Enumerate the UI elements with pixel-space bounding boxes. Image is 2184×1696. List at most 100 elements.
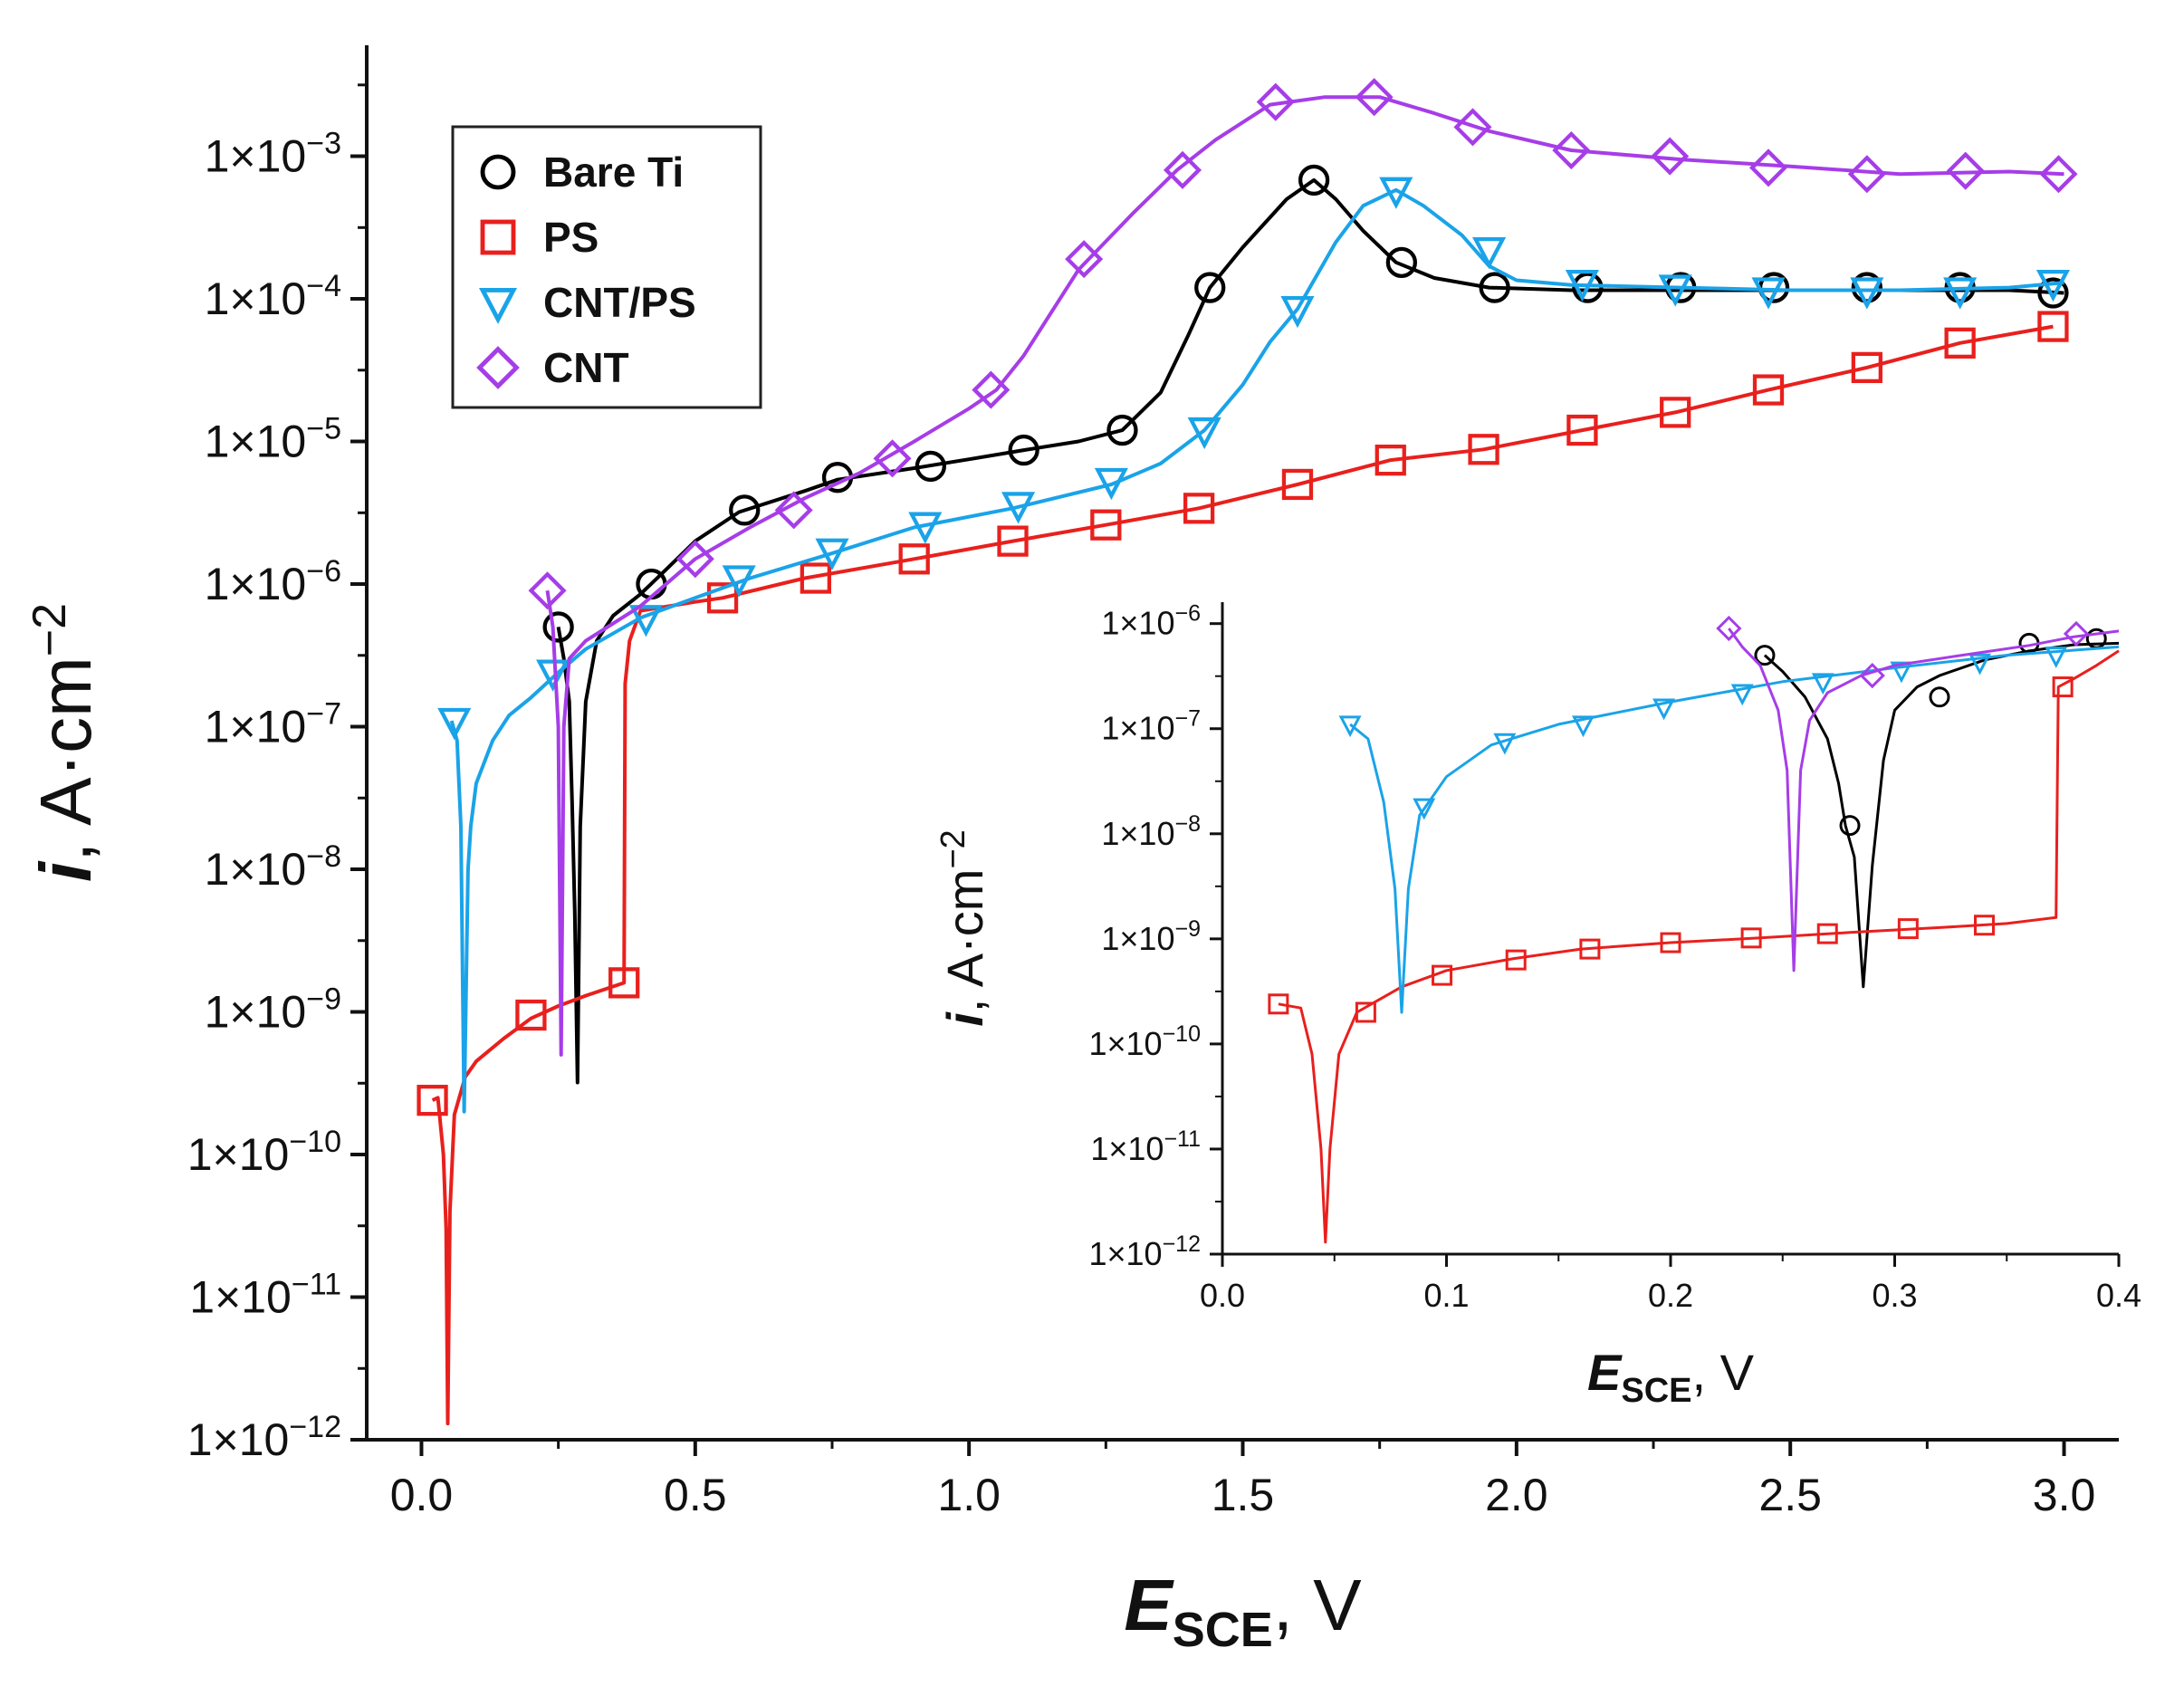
main-data-point [1256, 82, 1295, 121]
main-series-cnt [528, 78, 2078, 1057]
main-x-tick-label: 1.5 [1212, 1470, 1275, 1520]
main-x-tick-label: 0.5 [664, 1470, 727, 1520]
main-data-point [1453, 108, 1492, 147]
main-x-tick-label: 2.5 [1758, 1470, 1822, 1520]
inset-data-point [1730, 684, 1754, 706]
main-data-point [1280, 296, 1315, 329]
main-data-point [1094, 467, 1128, 501]
inset-series-line [1349, 645, 2120, 1014]
legend-label: CNT [543, 344, 629, 391]
legend-label: Bare Ti [543, 149, 684, 196]
inset-data-point [1338, 715, 1362, 738]
main-data-point [1572, 272, 1604, 303]
main-data-point [908, 512, 943, 544]
main-data-point [1008, 434, 1039, 466]
main-data-point [1752, 374, 1785, 406]
main-data-point [2037, 311, 2069, 342]
main-data-point [2036, 269, 2070, 302]
main-y-tick-label: 1×10−6 [205, 554, 341, 609]
main-data-point [1379, 177, 1413, 209]
main-data-point [628, 605, 663, 637]
main-x-tick-label: 1.0 [937, 1470, 1001, 1520]
main-data-point [1065, 240, 1104, 279]
main-data-point [1281, 468, 1314, 501]
inset-x-tick-label: 0.2 [1648, 1277, 1693, 1314]
inset-data-point [1493, 733, 1517, 755]
inset-y-tick-label: 1×10−7 [1101, 706, 1201, 747]
main-data-point [2039, 155, 2078, 194]
main-data-point [997, 525, 1029, 557]
inset-data-point [1579, 938, 1601, 960]
main-data-point [1943, 277, 1978, 310]
inset-x-tick-label: 0.0 [1200, 1277, 1245, 1314]
inset-y-axis-title: i, A·cm−2 [934, 829, 993, 1027]
main-y-tick-label: 1×10−3 [205, 127, 341, 182]
main-x-tick-label: 2.0 [1485, 1470, 1548, 1520]
inset-data-point [2052, 676, 2074, 698]
main-y-tick-label: 1×10−12 [187, 1410, 341, 1465]
inset-y-tick-label: 1×10−9 [1101, 916, 1201, 957]
main-data-point [1751, 277, 1786, 310]
inset-series-cnt-ps [1338, 645, 2120, 1014]
main-data-point [515, 999, 547, 1031]
main-y-tick-label: 1×10−7 [205, 697, 341, 752]
legend-marker [476, 346, 520, 389]
main-data-point [774, 491, 813, 530]
main-data-point [1850, 277, 1884, 310]
main-data-point [608, 967, 640, 999]
inset-data-point [1974, 915, 1995, 936]
main-data-point [1375, 444, 1406, 476]
main-series-bare-ti [542, 164, 2069, 1085]
inset-data-point [1740, 927, 1762, 949]
main-data-point [1355, 78, 1394, 117]
main-x-tick-label: 0.0 [390, 1470, 454, 1520]
inset-series-ps [1268, 649, 2120, 1244]
inset-data-point [1413, 798, 1436, 820]
main-data-point [722, 565, 756, 598]
main-data-point [1385, 246, 1418, 278]
inset-data-point [1652, 698, 1676, 721]
main-data-point [915, 450, 946, 483]
main-data-point [898, 543, 930, 575]
main-y-tick-label: 1×10−11 [189, 1268, 341, 1323]
inset-y-tick-label: 1×10−8 [1101, 811, 1201, 852]
inset-data-point [1505, 949, 1527, 971]
main-data-point [528, 571, 567, 610]
main-data-point [536, 659, 570, 692]
main-data-point [1298, 164, 1330, 196]
inset-data-point [2045, 647, 2068, 668]
main-y-tick-label: 1×10−10 [187, 1125, 341, 1180]
main-series-line [449, 187, 2064, 1114]
inset-chart: 1×10−12 1×10−11 1×10−10 1×10−9 1×10−8 1×10−7 1… [934, 601, 2141, 1410]
main-data-point [815, 538, 849, 570]
inset-data-point [1890, 661, 1913, 684]
inset-data-point [1859, 662, 1885, 689]
main-data-point [1658, 274, 1692, 307]
inset-data-point [1571, 715, 1595, 738]
main-y-tick-label: 1×10−9 [205, 982, 341, 1038]
inset-data-point [1268, 993, 1289, 1015]
main-data-point [1090, 509, 1122, 541]
inset-data-point [1929, 686, 1950, 708]
inset-data-point [1816, 923, 1838, 944]
inset-x-tick-label: 0.1 [1423, 1277, 1469, 1314]
main-data-point [1851, 351, 1882, 384]
legend-box [451, 125, 762, 409]
main-data-point [1001, 492, 1036, 524]
main-data-point [1106, 414, 1138, 446]
main-data-point [1479, 272, 1510, 303]
main-data-point [1472, 236, 1507, 270]
main-data-point [1552, 131, 1591, 170]
legend: Bare Ti PS CNT/PS CNT [451, 125, 762, 409]
main-data-point [800, 562, 831, 594]
inset-data-point [1897, 918, 1919, 940]
main-data-point [1944, 327, 1976, 359]
inset-y-tick-label: 1×10−10 [1088, 1021, 1201, 1062]
main-data-point [972, 370, 1011, 409]
main-data-point [1163, 150, 1202, 189]
inset-series-line [1278, 649, 2120, 1244]
main-data-point [1468, 434, 1499, 465]
main-y-tick-label: 1×10−8 [205, 839, 341, 895]
inset-data-point [1432, 964, 1453, 986]
inset-data-point [1355, 1001, 1376, 1023]
